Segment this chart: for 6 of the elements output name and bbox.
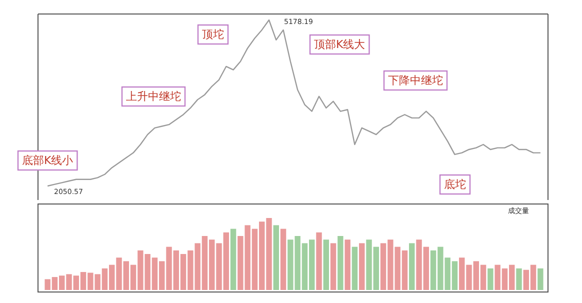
annotation: 顶坨 xyxy=(202,28,224,41)
annotation: 下降中继坨 xyxy=(388,74,443,87)
annotation: 底坨 xyxy=(444,178,466,191)
annotation: 上升中继坨 xyxy=(126,90,181,103)
annotation: 底部K线小 xyxy=(22,154,74,167)
annotation: 顶部K线大 xyxy=(314,38,366,51)
